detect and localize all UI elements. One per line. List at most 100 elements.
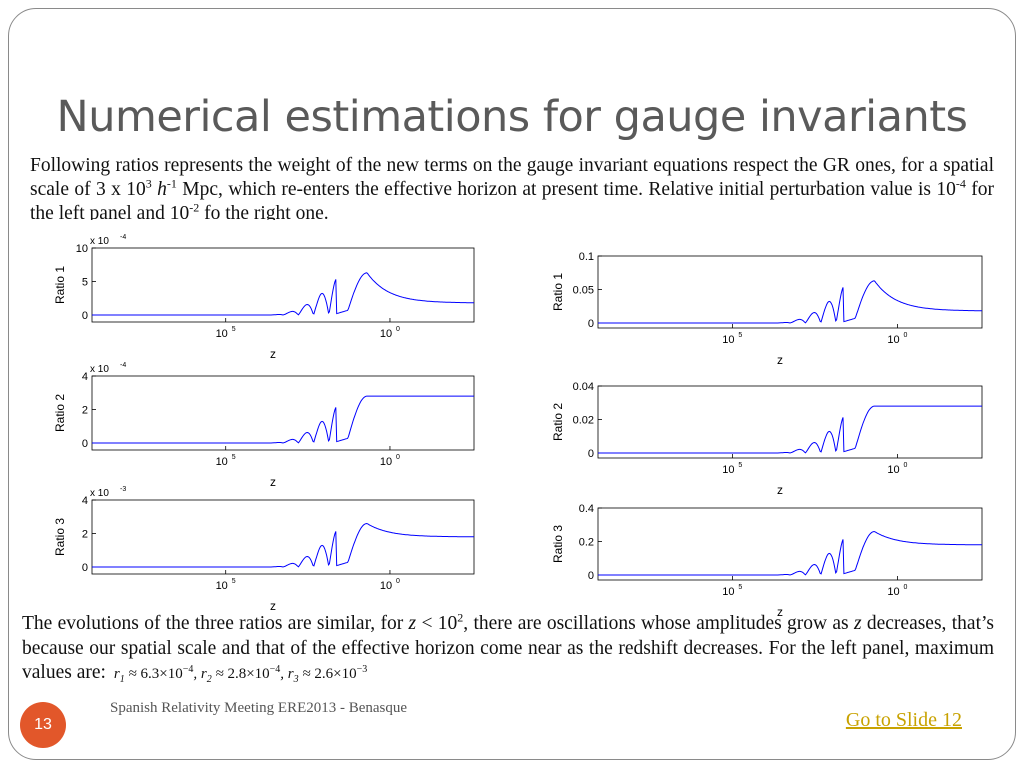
series-line [598,530,982,576]
plot-right-ratio2: 0 0.02 0.04 10 5 10 0 z Ratio 2 [551,381,983,497]
y-multiplier: x 10 [90,364,109,375]
x-axis-label: z [777,483,783,497]
x-tick-exponent: 5 [232,578,236,585]
x-tick-exponent: 5 [232,454,236,461]
intro-h-sup: -1 [166,176,177,191]
plot-frame [91,499,475,575]
r1-exp: −4 [182,664,194,675]
plot-frame [597,255,983,329]
r1-sub: 1 [119,674,125,685]
x-tick-label: 10 [887,464,899,476]
r2-sub: 2 [206,674,212,685]
x-tick-exponent: 5 [738,332,742,339]
y-multiplier-exponent: -4 [120,362,126,369]
bottom-z2: z [853,613,862,634]
y-tick-label: 5 [82,277,88,289]
intro-h: h [157,179,167,200]
y-tick-label: 4 [82,495,88,507]
plot-right-ratio1: 0 0.05 0.1 10 5 10 0 z Ratio 1 [551,251,983,366]
go-to-slide-link[interactable]: Go to Slide 12 [845,709,962,731]
series-line [92,272,474,316]
bottom-text-2: < 10 [416,613,458,634]
plot-frame [91,375,475,451]
r2-value: 2.8×10 [227,666,270,682]
slide-title: Numerical estimations for gauge invarian… [56,92,968,142]
y-tick-label: 0 [82,438,88,450]
intro-text-3: for the left panel and 10 [30,179,994,220]
y-axis-label: Ratio 1 [551,273,565,311]
x-tick-label: 10 [380,580,392,592]
y-tick-label: 2 [82,405,88,417]
x-tick-label: 10 [887,586,899,598]
r3-sub: 3 [293,674,299,685]
intro-text-4: fo the right one. [199,203,329,220]
x-tick-exponent: 5 [232,326,236,333]
y-axis-label: Ratio 3 [53,518,67,556]
slide-number-badge: 13 [20,702,66,748]
y-axis-label: Ratio 1 [53,266,67,304]
intro-text-1: Following ratios represents the weight o… [30,155,994,200]
r1-value: 6.3×10 [140,666,183,682]
plot-right-ratio3: 0 0.2 0.4 10 5 10 0 z Ratio 3 [551,503,983,618]
y-tick-label: 0 [588,448,594,460]
bottom-text-3: , there are oscillations whose amplitude… [463,613,854,634]
plot-left-ratio1: 0 5 10 10 5 10 0 z Ratio 1 x 10 -4 [53,234,475,358]
intro-sup-3: -2 [189,200,200,215]
max-values: r1 ≈ 6.3×10−4, r2 ≈ 2.8×10−4, r3 ≈ 2.6×1… [113,664,368,686]
x-tick-label: 10 [887,334,899,346]
conclusion-paragraph: The evolutions of the three ratios are s… [22,612,994,693]
series-line [92,522,474,568]
x-tick-exponent: 0 [904,332,908,339]
intro-sup-1: 3 [145,176,152,191]
bottom-sup: 2 [457,610,464,625]
x-tick-exponent: 5 [738,584,742,591]
bottom-text-1: The evolutions of the three ratios are s… [22,613,409,634]
x-tick-label: 10 [216,456,228,468]
series-line [92,395,474,444]
plot-left-ratio3: 0 2 4 10 5 10 0 z Ratio 3 x 10 -3 [53,486,475,612]
y-tick-label: 0.1 [579,251,594,263]
bottom-text-4: decreases, that’s because our spatial sc… [22,613,994,683]
y-tick-label: 4 [82,371,88,383]
r3-symbol: r [287,666,294,682]
y-axis-label: Ratio 2 [551,403,565,441]
intro-paragraph: Following ratios represents the weight o… [30,154,994,220]
x-tick-label: 10 [216,580,228,592]
plot-frame [91,247,475,323]
slide-frame [8,8,1016,760]
x-tick-label: 10 [722,586,734,598]
x-tick-exponent: 0 [904,462,908,469]
x-axis-label: z [777,605,783,618]
y-tick-label: 0.4 [579,503,594,515]
y-multiplier: x 10 [90,488,109,499]
y-tick-label: 0.04 [573,381,594,393]
x-tick-exponent: 0 [396,454,400,461]
y-multiplier: x 10 [90,236,109,247]
intro-text-2: Mpc, which re-enters the effective horiz… [176,179,956,200]
y-axis-label: Ratio 2 [53,394,67,432]
y-tick-label: 0.05 [573,285,594,297]
intro-sup-2: -4 [955,176,966,191]
plot-frame [597,507,983,581]
bottom-z: z [408,613,417,634]
x-tick-label: 10 [216,328,228,340]
footer-text: Spanish Relativity Meeting ERE2013 - Ben… [110,700,408,716]
plot-frame [597,385,983,459]
y-tick-label: 0 [82,562,88,574]
x-tick-label: 10 [380,328,392,340]
x-axis-label: z [270,347,276,358]
x-tick-label: 10 [380,456,392,468]
x-tick-exponent: 0 [396,578,400,585]
x-tick-label: 10 [722,334,734,346]
x-axis-label: z [270,599,276,612]
x-tick-exponent: 5 [738,462,742,469]
y-tick-label: 10 [76,243,88,255]
y-multiplier-exponent: -4 [120,234,126,241]
y-tick-label: 0 [588,318,594,330]
r1-symbol: r [113,666,120,682]
x-tick-exponent: 0 [904,584,908,591]
r2-exp: −4 [269,664,281,675]
y-tick-label: 2 [82,529,88,541]
plot-left-ratio2: 0 2 4 10 5 10 0 z Ratio 2 x 10 -4 [53,362,475,488]
r3-value: 2.6×10 [314,666,357,682]
